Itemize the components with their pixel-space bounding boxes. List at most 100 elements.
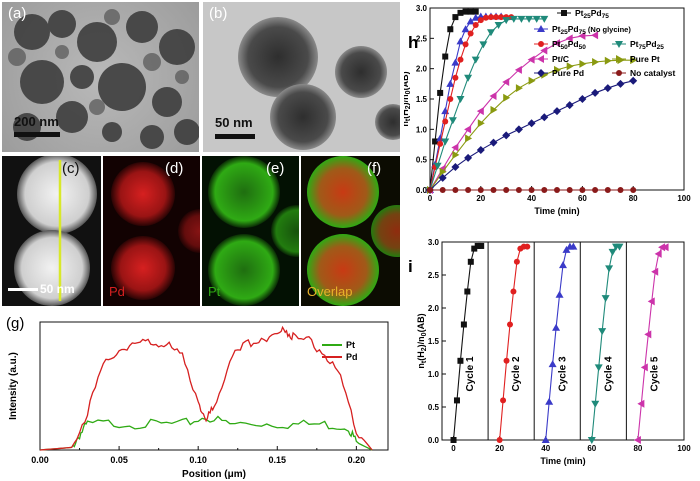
chart-h-legend-entry: Pt25Pd75 (No glycine) [534, 24, 631, 36]
chart-i-ytick-label: 2.0 [428, 304, 440, 313]
chart-i-ytick-label: 1.5 [428, 337, 440, 346]
chart-h-xtick-label: 20 [476, 194, 485, 203]
chart-h-point [603, 84, 612, 93]
chart-i-xtick-label: 0 [451, 444, 456, 453]
chart-h-point [448, 117, 457, 125]
chart-g-xlabel: Position (μm) [182, 469, 246, 480]
panel-label-b: (b) [209, 5, 228, 22]
chart-h-xtick-label: 40 [527, 194, 536, 203]
chart-h-point [540, 113, 549, 122]
chart-h-series-pt50pd50 [427, 14, 515, 193]
chart-h-point [439, 167, 447, 176]
chart-h-legend-label: Pt75Pd25 [630, 39, 664, 51]
chart-h-point [591, 31, 599, 40]
chart-h-legend-entry: Pt75Pd25 [612, 39, 664, 51]
chart-h-point [482, 14, 489, 21]
chart-i-point [633, 436, 641, 444]
chart-h-ytick-label: 0.0 [416, 186, 428, 195]
chart-h-point [528, 187, 535, 193]
chart-h-point [566, 187, 573, 193]
chart-g-legend-label: Pt [346, 340, 355, 350]
chart-h-xtick-label: 80 [629, 194, 638, 203]
chart-h-point [554, 65, 561, 74]
chart-h-point [554, 187, 560, 193]
chart-h-panel-label: h [408, 33, 418, 52]
chart-i-ytick-label: 3.0 [428, 238, 440, 247]
chart-h-legend-entry: Pt/C [534, 54, 569, 64]
chart-i-series-cycle-3 [541, 242, 578, 443]
chart-h-point [532, 15, 541, 23]
chart-i-point [601, 295, 610, 303]
chart-i-point [598, 328, 607, 336]
chart-g-frame [39, 321, 389, 451]
panel-label-c: (c) [62, 160, 80, 177]
chart-h-point [466, 17, 475, 25]
scale-label-c: 50 nm [40, 282, 75, 296]
chart-h-legend-marker [537, 55, 544, 63]
chart-h-point [566, 62, 574, 71]
chart-g-legend-label: Pd [346, 352, 358, 362]
chart-h-frame [429, 7, 685, 191]
chart-h-point [630, 187, 637, 193]
chart-i-ytick-label: 2.5 [428, 271, 440, 280]
chart-h-kinetics: 0 20 40 60 80 100 0.0 0.5 1.0 1.5 2.0 2.5 3.0 Time (m… [404, 4, 691, 216]
chart-i-point [464, 288, 471, 295]
chart-h-point [447, 26, 454, 33]
chart-i-point [503, 357, 510, 364]
chart-i-cycle-label: Cycle 4 [603, 356, 614, 391]
chart-h-point [447, 96, 454, 102]
chart-i-point [500, 397, 507, 404]
chart-h-point [456, 37, 465, 45]
chart-g-ylabel: Intensity (a.u.) [8, 352, 19, 420]
chart-h-point [502, 131, 511, 140]
chart-i-series-line [499, 246, 528, 441]
chart-h-legend-label: Pure Pt [630, 54, 660, 64]
chart-h-ytick-label: 2.0 [416, 65, 428, 74]
chart-h-xtick-label: 60 [578, 194, 587, 203]
chart-h-point [503, 187, 510, 193]
chart-i-point [661, 243, 669, 252]
chart-h-point [616, 79, 625, 88]
chart-i-point [640, 363, 648, 372]
chart-h-point [465, 187, 472, 193]
chart-i-point [460, 321, 467, 328]
chart-i-point [474, 242, 481, 249]
chart-i-point [654, 249, 662, 258]
chart-h-point [477, 17, 484, 24]
chart-g-xtick-label: 0.20 [348, 455, 366, 465]
chart-i-point [510, 288, 517, 295]
chart-i-point [591, 400, 600, 408]
chart-i-point [552, 323, 561, 331]
chart-i-point [513, 258, 520, 265]
chart-h-point [553, 39, 560, 48]
chart-h-point [541, 187, 548, 193]
chart-h-point [464, 74, 473, 82]
chart-h-ylabel: nt(H2)/n0(AB) [404, 71, 412, 126]
chart-h-point [457, 9, 464, 16]
chart-h-ytick-label: 1.0 [416, 125, 428, 134]
map-d-pd [111, 162, 200, 300]
chart-h-point [493, 14, 500, 21]
map-f-overlap [307, 156, 400, 306]
chart-h-point [452, 150, 460, 159]
chart-h-series-no-catalyst [427, 187, 637, 193]
chart-h-point [432, 138, 439, 145]
chart-i-point [559, 261, 567, 269]
chart-h-point [604, 187, 611, 193]
chart-h-ytick-label: 2.5 [416, 34, 428, 43]
chart-g-xtick-label: 0.15 [269, 455, 287, 465]
chart-h-legend-label: Pt25Pd75 [575, 8, 609, 20]
chart-h-point [514, 65, 522, 74]
panel-label-e: (e) [266, 160, 285, 177]
chart-h-point [472, 8, 479, 15]
chart-i-cycles: 0 20 40 60 80 100 0.0 0.5 1.0 1.5 2.0 2.5 3.0 Time (m… [408, 238, 691, 466]
chart-h-ytick-label: 1.5 [416, 95, 428, 104]
chart-h-point [438, 173, 447, 182]
chart-i-xtick-label: 80 [633, 444, 642, 453]
chart-h-point [465, 134, 473, 143]
chart-i-point [594, 364, 603, 372]
chart-h-point [489, 138, 498, 147]
chart-i-point [496, 437, 503, 443]
chart-i-point [637, 399, 645, 408]
panel-label-a: (a) [8, 5, 27, 22]
